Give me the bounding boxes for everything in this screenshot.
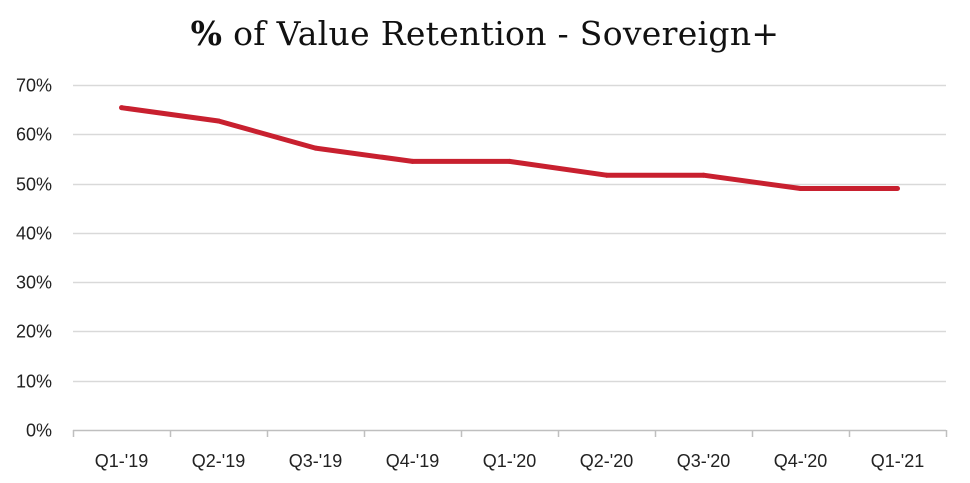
y-tick-label: 0% xyxy=(26,421,52,441)
x-tick-label: Q1-'21 xyxy=(871,451,924,471)
x-tick-label: Q1-'19 xyxy=(95,451,148,471)
data-point xyxy=(895,186,900,191)
gridlines xyxy=(73,84,946,383)
series-line-0 xyxy=(121,105,898,191)
x-tick-label: Q3-'19 xyxy=(289,451,342,471)
data-point xyxy=(604,172,609,178)
data-point xyxy=(216,118,221,124)
data-point xyxy=(410,158,415,164)
data-point xyxy=(701,172,706,178)
data-point xyxy=(798,186,803,191)
y-tick-label: 70% xyxy=(16,76,52,96)
series-layer xyxy=(119,105,900,191)
x-tick-label: Q1-'20 xyxy=(483,451,536,471)
data-point xyxy=(313,145,318,151)
y-tick-label: 60% xyxy=(16,125,52,145)
x-tick-label: Q4-'19 xyxy=(386,451,439,471)
data-point xyxy=(507,158,512,164)
chart-title-prefix: % xyxy=(190,14,223,53)
x-tick-label: Q2-'19 xyxy=(192,451,245,471)
y-axis-ticks: 0% 10% 20% 30% 40% 50% 60% 70% xyxy=(16,76,52,441)
chart-title: % of Value Retention - Sovereign+ xyxy=(0,14,970,53)
y-tick-label: 40% xyxy=(16,224,52,244)
y-tick-label: 50% xyxy=(16,175,52,195)
x-tick-label: Q4-'20 xyxy=(774,451,827,471)
y-tick-label: 30% xyxy=(16,273,52,293)
chart-title-text: of Value Retention - Sovereign+ xyxy=(222,14,780,53)
x-tick-label: Q2-'20 xyxy=(580,451,633,471)
x-axis: Q1-'19 Q2-'19 Q3-'19 Q4-'19 Q1-'20 Q2-'20 Q3-'… xyxy=(72,429,948,471)
y-tick-label: 20% xyxy=(16,322,52,342)
x-tick-label: Q3-'20 xyxy=(677,451,730,471)
y-tick-label: 10% xyxy=(16,372,52,392)
data-point xyxy=(119,105,124,111)
